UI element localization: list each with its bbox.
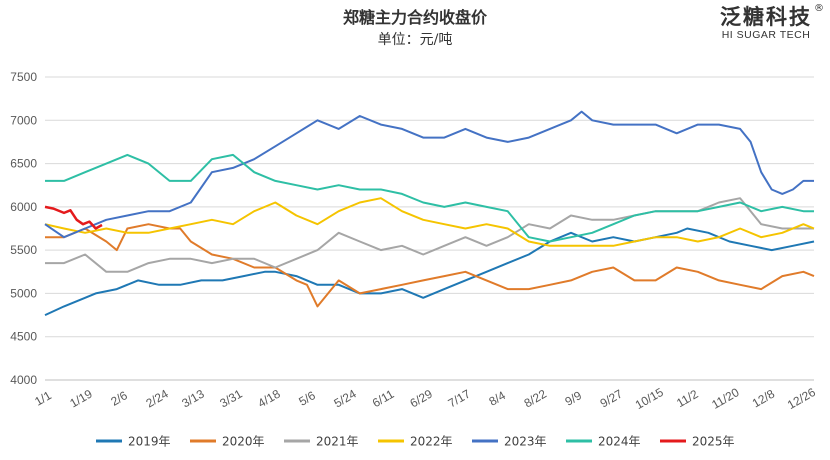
x-tick-label: 2/6 [108, 388, 130, 409]
x-tick-label: 5/24 [331, 386, 359, 410]
series-line-2020 [45, 223, 815, 308]
x-tick-label: 9/27 [598, 386, 626, 410]
series-line-2022 [44, 197, 815, 247]
series-group [44, 110, 815, 317]
legend-label: 2019年 [128, 435, 171, 449]
y-tick-label: 5500 [10, 243, 37, 257]
legend-label: 2022年 [410, 435, 453, 449]
chart-title: 郑糖主力合约收盘价 [342, 8, 487, 27]
series-line-2025 [44, 205, 103, 230]
x-axis: 1/1 1/19 2/6 2/24 3/13 3/31 4/18 5/6 5/24 6/11 6/2… [32, 379, 818, 412]
x-tick-label: 8/22 [522, 386, 550, 410]
y-tick-label: 5000 [10, 286, 37, 300]
brand-registered-mark: ® [814, 3, 824, 14]
y-tick-label: 6500 [10, 157, 37, 171]
y-tick-label: 6000 [10, 200, 37, 214]
grid-lines [45, 76, 814, 381]
series-line-2024 [45, 153, 814, 243]
x-tick-label: 6/29 [408, 386, 436, 410]
x-tick-label: 4/18 [255, 386, 283, 410]
series-line-2019 [44, 227, 815, 317]
x-tick-label: 11/2 [674, 387, 701, 411]
legend-label: 2021年 [316, 435, 359, 449]
x-tick-label: 12/26 [785, 385, 818, 412]
legend-label: 2025年 [692, 435, 735, 449]
legend-label: 2020年 [222, 435, 265, 449]
legend-label: 2024年 [598, 435, 641, 449]
series-line-2023 [44, 110, 814, 239]
y-tick-label: 4000 [10, 373, 37, 387]
x-tick-label: 9/9 [563, 388, 585, 409]
series-line-2021 [45, 197, 814, 273]
y-axis: 4000 4500 5000 5500 6000 6500 7000 7500 [10, 70, 37, 387]
y-tick-label: 7500 [10, 70, 37, 84]
x-tick-label: 7/17 [446, 386, 474, 410]
x-tick-label: 2/24 [143, 386, 171, 410]
x-tick-label: 12/8 [750, 386, 778, 410]
chart-subtitle: 单位：元/吨 [377, 32, 453, 48]
y-tick-label: 7000 [10, 113, 37, 127]
brand-logo: 泛糖科技 ® HI SUGAR TECH [710, 3, 824, 41]
brand-name-cn: 泛糖科技 [720, 5, 812, 29]
legend-label: 2023年 [504, 435, 547, 449]
x-tick-label: 8/4 [486, 388, 508, 409]
x-tick-label: 3/31 [217, 386, 245, 410]
brand-name-en: HI SUGAR TECH [721, 29, 811, 41]
x-tick-label: 1/1 [32, 388, 54, 409]
x-tick-label: 3/13 [179, 386, 207, 410]
x-tick-label: 1/19 [67, 386, 95, 410]
x-tick-label: 5/6 [296, 388, 318, 409]
x-tick-label: 10/15 [633, 385, 666, 412]
x-tick-label: 6/11 [370, 387, 397, 411]
legend: 2019年 2020年 2021年 2022年 2023年 2024年 2025年 [96, 435, 735, 449]
y-tick-label: 4500 [10, 330, 37, 344]
x-tick-label: 11/20 [709, 385, 742, 412]
